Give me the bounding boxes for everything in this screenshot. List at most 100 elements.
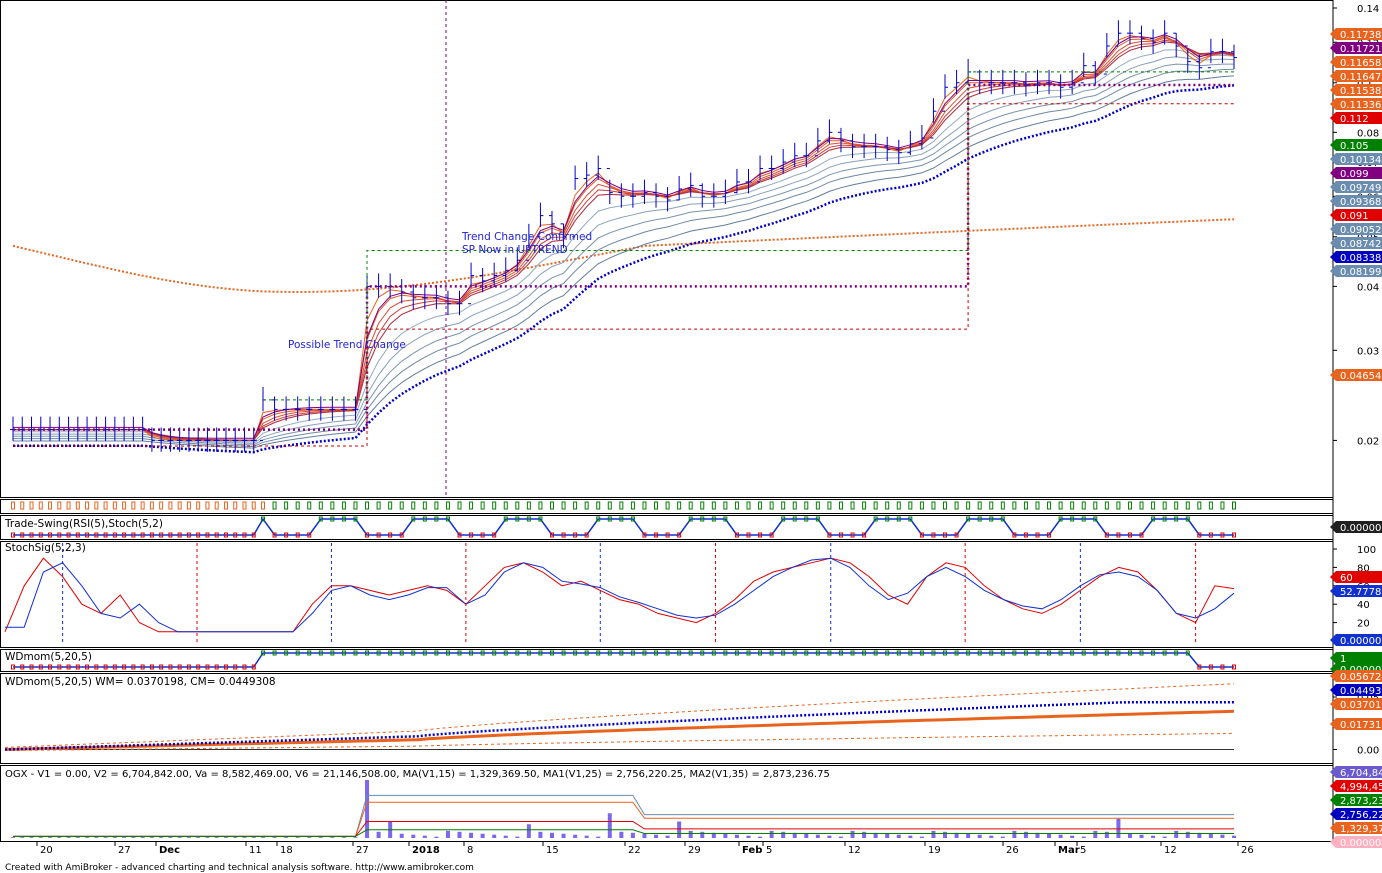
volume-value-label-arrow [1330, 822, 1336, 834]
volume-bar [515, 836, 520, 838]
price-value-label: 0.11658 [1340, 58, 1381, 69]
wdmom-signal-tick [862, 650, 867, 656]
volume-bar [746, 835, 751, 838]
wdmom-signal-tick [781, 650, 786, 656]
volume-bar [804, 833, 809, 838]
volume-bar [159, 837, 164, 838]
wdmom-signal-tick [399, 650, 404, 656]
stoch-value-label-arrow [1330, 571, 1336, 583]
top-strip-tick [1151, 501, 1156, 510]
top-strip-tick [388, 501, 393, 510]
price-value-label-arrow [1330, 139, 1336, 151]
wdmom-signal-tick [584, 650, 589, 656]
volume-bar [943, 831, 948, 838]
trade-swing-tick [242, 532, 247, 538]
wdmom-signal-tick [1035, 650, 1040, 656]
trade-swing-tick [989, 516, 994, 522]
price-panel[interactable] [10, 0, 1237, 497]
volume-bar [1023, 831, 1028, 838]
volume-bar [365, 780, 370, 838]
price-value-label: 0.09052 [1340, 225, 1381, 236]
volume-bar [954, 832, 959, 838]
wdmom-signal-tick [630, 650, 635, 656]
trade-swing-tick [1047, 532, 1052, 538]
trade-swing-value-label: 0.00000 [1340, 523, 1381, 534]
wdmom-value-label-arrow [1330, 698, 1336, 710]
volume-bar [734, 834, 739, 838]
top-strip-tick [307, 501, 312, 510]
price-value-label: 0.08338 [1340, 253, 1381, 264]
volume-label: OGX - V1 = 0.00, V2 = 6,704,842.00, Va =… [5, 769, 830, 780]
top-strip-tick [642, 501, 647, 510]
wdmom-signal-tick [885, 650, 890, 656]
wdmom-lower-band [4, 732, 1235, 751]
stoch-axis-tick-label: 40 [1357, 600, 1370, 611]
volume-value-label-box [1336, 836, 1382, 848]
wdmom-signal-tick [422, 650, 427, 656]
trade-swing-tick [214, 532, 219, 538]
volume-bar [411, 834, 416, 838]
wdmom-signal-tick [977, 650, 982, 656]
wdmom-signal-value-label-box [1336, 652, 1382, 664]
price-value-label-box [1336, 223, 1382, 235]
wdmom-signal-tick [1185, 650, 1190, 656]
price-axis-tick-label: 0.03 [1357, 346, 1379, 357]
wdmom-value-label: 0.01731 [1340, 720, 1381, 731]
price-value-label-box [1336, 98, 1382, 110]
volume-bar [665, 835, 670, 838]
top-strip-tick [781, 501, 786, 510]
trade-swing-line [13, 517, 1234, 536]
volume-value-label: 0.00000 [1340, 838, 1381, 849]
volume-bar [223, 837, 228, 838]
volume-bar [295, 837, 300, 838]
volume-bar [723, 833, 728, 838]
volume-bar [561, 833, 566, 838]
trade-swing-tick [140, 532, 145, 538]
volume-bar [908, 835, 913, 838]
wdmom-panel[interactable] [4, 683, 1235, 751]
wdmom-signal-tick [57, 664, 62, 670]
stochsig-panel[interactable] [4, 543, 1235, 645]
stoch-value-label-box [1336, 634, 1382, 646]
volume-panel[interactable] [11, 780, 1236, 838]
volume-bar [445, 830, 450, 838]
wdmom-cm-line [4, 701, 1234, 751]
trade-swing-tick [1197, 532, 1202, 538]
wdmom-signal-tick [573, 650, 578, 656]
volume-bar [29, 837, 34, 838]
volume-value-label-arrow [1330, 808, 1336, 820]
top-strip-tick [168, 501, 173, 510]
volume-bar [353, 837, 358, 838]
volume-bar [526, 824, 531, 838]
wdmom-signal-tick [954, 650, 959, 656]
volume-bar [596, 836, 601, 838]
wdmom-signal-tick [85, 664, 90, 670]
trade-swing-tick [596, 516, 601, 522]
price-value-label-arrow [1330, 153, 1336, 165]
wdmom-signal-panel[interactable] [11, 650, 1236, 670]
top-strip-tick [223, 501, 228, 510]
top-strip-tick [233, 501, 238, 510]
trade-swing-panel[interactable] [11, 501, 1236, 538]
volume-value-label: 2,873,237 [1340, 796, 1382, 807]
stoch-blue-line [5, 557, 1235, 633]
wdmom-signal-tick [376, 650, 381, 656]
trade-swing-tick [1162, 516, 1167, 522]
top-strip-tick [29, 501, 34, 510]
volume-bar [1070, 835, 1075, 838]
wdmom-signal-tick [1220, 664, 1225, 670]
wdmom-signal-tick [1081, 650, 1086, 656]
trade-swing-tick [177, 532, 182, 538]
volume-bar [11, 837, 15, 838]
top-strip-tick [177, 501, 182, 510]
top-strip-tick [677, 501, 682, 510]
top-strip-tick [75, 501, 80, 510]
wdmom-signal-tick [492, 650, 497, 656]
volume-bar [103, 837, 108, 838]
top-strip-tick [1035, 501, 1040, 510]
volume-bar [272, 837, 277, 838]
top-strip-tick [353, 501, 358, 510]
top-strip-tick [20, 501, 25, 510]
top-strip-tick [526, 501, 531, 510]
wdmom-signal-tick [688, 650, 693, 656]
